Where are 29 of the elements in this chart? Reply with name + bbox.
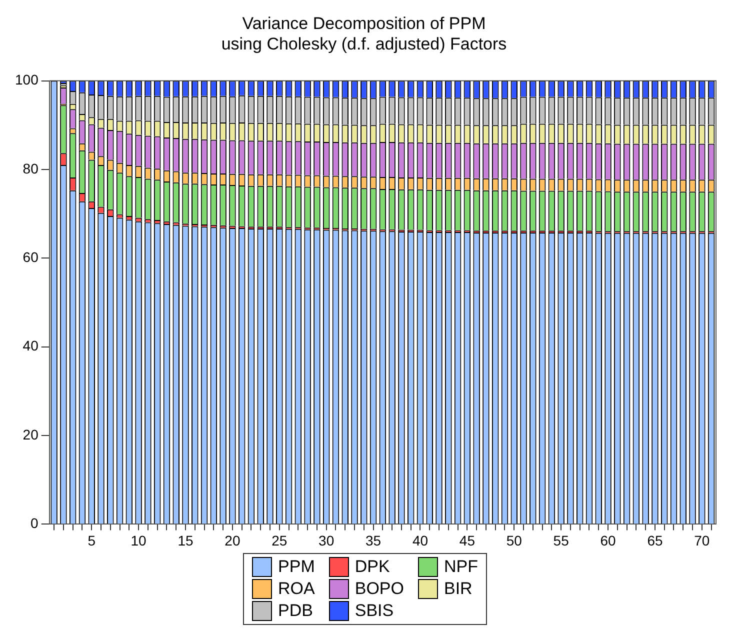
legend-label: PDB [278, 601, 313, 621]
series-label: PPM [278, 557, 315, 577]
x-tick-label: 15 [178, 532, 194, 548]
y-tick-label: 0 [30, 515, 39, 532]
y-tick-label: 80 [22, 160, 39, 176]
legend-label: BIR [444, 579, 472, 599]
y-tick-label: 20 [22, 426, 39, 442]
x-tick-label: 40 [412, 532, 428, 548]
y-tick-label: 100 [15, 72, 39, 88]
x-tick-label: 5 [88, 532, 96, 548]
legend-label: DPK [354, 557, 390, 577]
x-tick-label: 35 [366, 532, 382, 548]
x-tick-label: 65 [647, 532, 663, 548]
legend-label: ROA [278, 579, 315, 599]
x-tick-label: 50 [506, 532, 522, 548]
x-tick-label: 10 [130, 532, 147, 548]
legend-label: NPF [444, 557, 478, 577]
legend-label: BOPO [354, 579, 404, 599]
x-tick-label: 25 [272, 532, 288, 548]
x-tick-label: 55 [553, 532, 570, 548]
x-tick-label: 20 [224, 532, 240, 548]
x-tick-label: 60 [600, 532, 616, 548]
y-tick-label: 40 [22, 338, 39, 354]
legend-label: SBIS [354, 601, 394, 621]
x-tick-label: 45 [459, 532, 476, 548]
y-tick-label: 60 [22, 249, 39, 266]
x-tick-label: 30 [318, 532, 334, 548]
x-tick-label: 70 [694, 532, 710, 548]
chart-title: Variance Decomposition of PPM using Cholesky (d.f. adjusted) Factors [221, 14, 507, 54]
